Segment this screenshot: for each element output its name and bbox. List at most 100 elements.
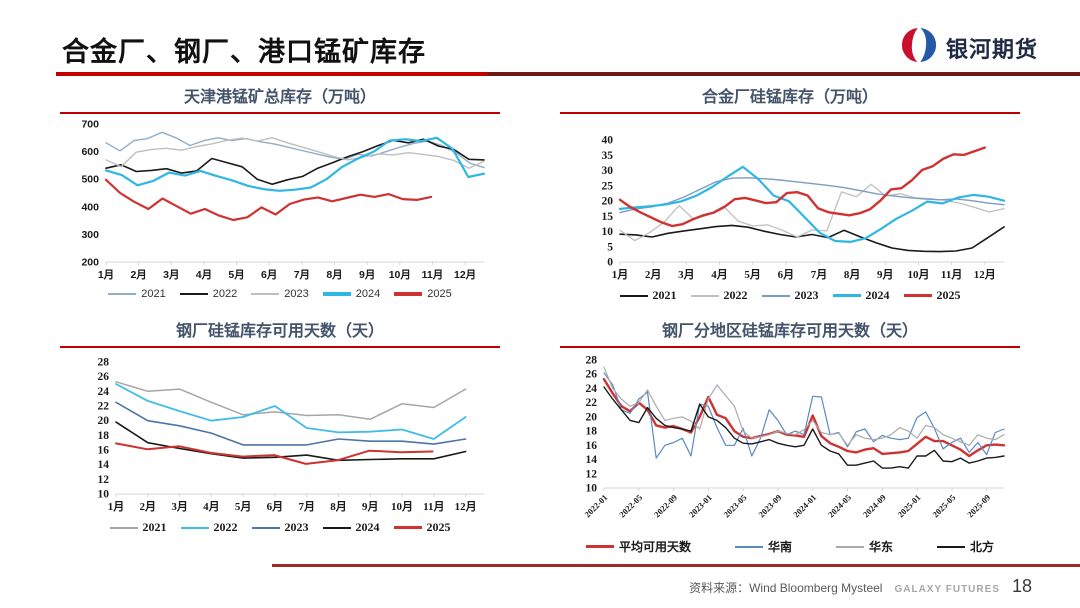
svg-text:3月: 3月	[163, 269, 179, 281]
svg-text:6月: 6月	[267, 500, 284, 513]
svg-text:22: 22	[98, 401, 110, 413]
chart-canvas-steel-mill-days: 10 12 14 16 18 20 22 24 26 28 1月 2月 3月 4月 5月 6月 7月 8月 9月 10…	[60, 348, 500, 518]
svg-text:26: 26	[98, 371, 110, 383]
svg-text:4月: 4月	[711, 268, 728, 281]
footer-rule	[272, 564, 1080, 567]
svg-text:12月: 12月	[455, 500, 477, 513]
legend-item: 2022	[690, 288, 748, 303]
legend-label: 华东	[869, 540, 894, 554]
svg-text:500: 500	[81, 174, 99, 186]
chart-canvas-tianjin-port: 200 300 400 500 600 700 1月 2月 3月 4月 5月 6月 7月 8月 9月 10月 1…	[60, 114, 500, 286]
legend-swatch	[394, 292, 423, 296]
svg-text:2022-09: 2022-09	[652, 492, 679, 519]
chart-title-rule	[560, 112, 1020, 114]
legend-item: 2025	[903, 288, 961, 303]
legend-label: 2022	[212, 288, 238, 300]
svg-text:7月: 7月	[294, 269, 310, 281]
svg-text:12月: 12月	[454, 269, 476, 281]
svg-text:10月: 10月	[391, 500, 413, 513]
svg-text:9月: 9月	[359, 269, 375, 281]
svg-text:5月: 5月	[235, 500, 252, 513]
legend-swatch	[937, 545, 966, 548]
legend-label: 2024	[355, 288, 381, 300]
svg-text:5月: 5月	[744, 268, 761, 281]
svg-text:4月: 4月	[196, 269, 212, 281]
legend-swatch	[108, 293, 137, 295]
svg-text:24: 24	[98, 386, 110, 398]
legend-item: 2023	[251, 288, 309, 300]
svg-text:35: 35	[602, 150, 614, 162]
svg-text:11月: 11月	[941, 268, 962, 281]
svg-text:2月: 2月	[140, 500, 157, 513]
svg-text:24: 24	[586, 383, 598, 395]
svg-text:12: 12	[586, 468, 598, 480]
legend-label: 2023	[284, 288, 309, 300]
svg-text:3月: 3月	[678, 268, 695, 281]
legend-label: 2022	[213, 520, 238, 534]
svg-text:10: 10	[98, 489, 110, 501]
svg-text:600: 600	[81, 146, 99, 158]
svg-text:11月: 11月	[422, 269, 444, 281]
legend-swatch	[619, 294, 648, 297]
svg-text:15: 15	[602, 211, 614, 223]
svg-text:40: 40	[602, 135, 614, 147]
svg-text:28: 28	[586, 355, 598, 367]
svg-text:8月: 8月	[326, 269, 342, 281]
svg-text:16: 16	[586, 440, 598, 452]
legend-swatch	[585, 544, 614, 549]
legend-swatch	[179, 293, 208, 295]
legend-label: 北方	[970, 540, 995, 554]
svg-text:5: 5	[607, 241, 613, 253]
legend-swatch	[690, 294, 719, 297]
legend-item: 华南	[734, 538, 792, 555]
chart-legend: 2021 2022 2023 2024 2025	[560, 288, 1020, 303]
legend-item: 2021	[108, 288, 166, 300]
legend-label: 2024	[355, 520, 380, 534]
svg-text:400: 400	[81, 201, 99, 213]
svg-text:3月: 3月	[171, 500, 188, 513]
legend-item: 2023	[251, 520, 309, 535]
legend-label: 2025	[426, 520, 451, 534]
chart-legend: 2021 2022 2023 2024 2025	[60, 288, 500, 300]
svg-text:5月: 5月	[228, 269, 244, 281]
svg-text:2023-01: 2023-01	[687, 492, 714, 519]
svg-text:6月: 6月	[261, 269, 277, 281]
legend-swatch	[761, 294, 790, 297]
svg-text:0: 0	[607, 257, 613, 269]
svg-text:2023-09: 2023-09	[756, 492, 783, 519]
footer: 资料来源：Wind Bloomberg Mysteel GALAXY FUTUR…	[689, 576, 1032, 597]
chart-title: 钢厂分地区硅锰库存可用天数（天）	[661, 323, 918, 340]
header-rule-red	[56, 72, 488, 76]
page-title: 合金厂、钢厂、港口锰矿库存	[62, 37, 426, 67]
legend-label: 2025	[427, 288, 452, 300]
legend-label: 华南	[767, 540, 792, 554]
chart-title-rule	[560, 346, 1020, 348]
svg-text:22: 22	[586, 397, 598, 409]
svg-text:2024-05: 2024-05	[826, 492, 853, 519]
legend-swatch	[393, 525, 422, 530]
chart-card-tianjin-port-total-inventory: 天津港锰矿总库存（万吨） 200 300 400 500 600 700 1月 2月 3月 4月 5…	[60, 88, 500, 300]
chart-canvas-regional-days: 10 12 14 16 18 20 22 24 26 28 2022-01 2022-05 2022-0…	[560, 348, 1020, 536]
chart-title: 天津港锰矿总库存（万吨）	[183, 89, 376, 106]
legend-swatch	[903, 293, 932, 298]
legend-label: 2021	[141, 288, 166, 300]
legend-swatch	[734, 545, 763, 548]
svg-text:2025-01: 2025-01	[896, 492, 923, 519]
svg-text:2023-05: 2023-05	[722, 492, 749, 519]
svg-text:10: 10	[586, 483, 598, 495]
legend-item: 2025	[393, 520, 451, 535]
svg-text:28: 28	[98, 357, 110, 369]
svg-text:16: 16	[98, 445, 110, 457]
legend-label: 2021	[142, 520, 167, 534]
legend-item: 平均可用天数	[585, 538, 691, 555]
svg-text:9月: 9月	[877, 268, 894, 281]
svg-text:10月: 10月	[907, 268, 929, 281]
svg-text:30: 30	[602, 165, 614, 177]
legend-label: 2024	[865, 288, 890, 302]
legend-item: 2021	[109, 520, 167, 535]
footer-source: 资料来源：Wind Bloomberg Mysteel	[689, 581, 883, 595]
legend-item: 华东	[836, 538, 893, 555]
legend-swatch	[251, 526, 280, 529]
legend-swatch	[322, 526, 351, 529]
chart-title: 钢厂硅锰库存可用天数（天）	[175, 323, 384, 340]
